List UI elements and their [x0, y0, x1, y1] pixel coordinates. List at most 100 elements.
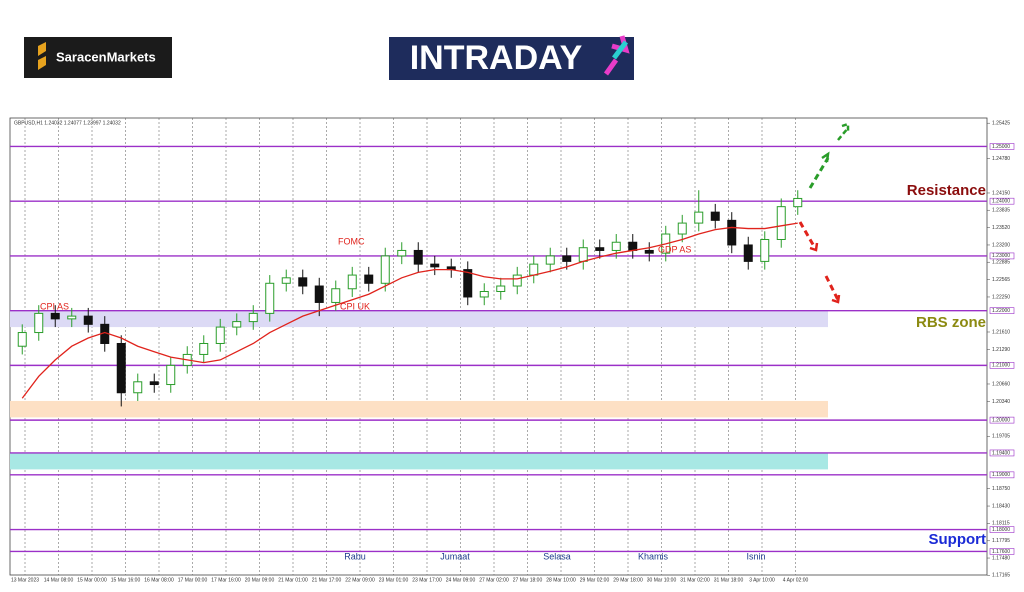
level-tag [989, 548, 1015, 555]
candle-body [116, 342, 126, 394]
candle-body [149, 381, 159, 386]
x-tick-label: 28 Mar 10:00 [546, 577, 576, 583]
candle-body [232, 321, 242, 328]
y-tick-label: 1.21290 [992, 347, 1010, 353]
banner-title: INTRADAY [410, 39, 583, 77]
day-label: Jumaat [440, 551, 470, 561]
banner-box [389, 37, 634, 80]
level-label: 1.23000 [992, 253, 1010, 259]
candle-body [83, 315, 93, 325]
plot-frame [9, 117, 988, 576]
x-tick-label: 27 Mar 18:00 [513, 577, 543, 583]
candle-body [545, 255, 555, 265]
up-arrow [837, 122, 850, 141]
level-label: 1.19400 [992, 450, 1010, 456]
x-tick-label: 21 Mar 01:00 [278, 577, 308, 583]
x-tick-label: 23 Mar 17:00 [412, 577, 442, 583]
candle-body [397, 249, 407, 257]
candle-body [314, 285, 324, 303]
level-label: 1.18000 [992, 527, 1010, 533]
up-arrow-head [821, 151, 830, 163]
candle-body [215, 326, 225, 344]
x-tick-label: 13 Mar 2023 [11, 577, 39, 583]
down-arrow [798, 221, 840, 301]
y-tick-label: 1.22250 [992, 294, 1010, 300]
candle-body [710, 211, 720, 221]
x-tick-label: 30 Mar 10:00 [647, 577, 677, 583]
y-tick-label: 1.17795 [992, 538, 1010, 544]
candle-body [67, 315, 77, 320]
day-label: Khamis [638, 551, 669, 561]
y-tick-label: 1.18430 [992, 503, 1010, 509]
y-tick-label: 1.23520 [992, 225, 1010, 231]
candle-body [578, 247, 588, 262]
level-label: 1.19000 [992, 472, 1010, 478]
y-tick-label: 1.17480 [992, 555, 1010, 561]
event-label: GDP AS [658, 244, 691, 254]
zone [10, 310, 828, 328]
candle-body [166, 364, 176, 386]
y-tick-label: 1.22565 [992, 277, 1010, 283]
candle-body [199, 342, 209, 355]
candle-body [562, 255, 572, 262]
up-arrow [808, 157, 830, 189]
x-tick-label: 15 Mar 16:00 [111, 577, 141, 583]
y-tick-label: 1.18750 [992, 486, 1010, 492]
x-tick-label: 27 Mar 02:00 [479, 577, 509, 583]
candle-body [17, 332, 27, 347]
y-tick-label: 1.20660 [992, 381, 1010, 387]
level-label: 1.22000 [992, 308, 1010, 314]
down-arrow-head [809, 242, 841, 304]
level-tag [989, 197, 1015, 205]
candle-body [380, 255, 390, 284]
brand-name: SaracenMarkets [56, 49, 156, 64]
level-tag [989, 362, 1015, 369]
event-label: CPI AS [40, 301, 69, 311]
level-tag [989, 143, 1015, 150]
zone [10, 400, 828, 418]
x-tick-label: 14 Mar 08:00 [44, 577, 74, 583]
candle-body [463, 269, 473, 298]
banner-icon [612, 40, 628, 60]
x-tick-label: 29 Mar 02:00 [580, 577, 610, 583]
candle-body [298, 277, 308, 287]
level-label: 1.20000 [992, 417, 1010, 423]
x-tick-label: 23 Mar 01:00 [379, 577, 409, 583]
candle-body [430, 263, 440, 268]
candle-body [743, 244, 753, 262]
candle-body [611, 241, 621, 251]
x-tick-label: 16 Mar 08:00 [144, 577, 174, 583]
candle-body [776, 206, 786, 241]
level-label: 1.24000 [992, 199, 1010, 205]
event-label: CPI UK [340, 301, 370, 311]
candle-body [281, 277, 291, 284]
candle-body [760, 239, 770, 262]
moving-average [21, 222, 798, 399]
candle-body [331, 288, 341, 303]
x-tick-label: 31 Mar 02:00 [680, 577, 710, 583]
x-tick-label: 24 Mar 09:00 [446, 577, 476, 583]
level-tag [989, 449, 1015, 457]
candle-body [529, 263, 539, 276]
x-tick-label: 15 Mar 00:00 [77, 577, 107, 583]
candle-body [364, 274, 374, 284]
level-tag [989, 307, 1015, 314]
x-tick-label: 31 Mar 18:00 [714, 577, 744, 583]
banner-icon [603, 35, 630, 76]
day-label: Selasa [543, 551, 571, 561]
y-tick-label: 1.24780 [992, 156, 1010, 162]
y-tick-label: 1.22885 [992, 260, 1010, 266]
y-tick-label: 1.19705 [992, 434, 1010, 440]
candle-body [512, 274, 522, 287]
candle-body [248, 312, 258, 323]
y-tick-label: 1.18115 [992, 521, 1010, 527]
x-tick-label: 21 Mar 17:00 [312, 577, 342, 583]
level-label: 1.25000 [992, 144, 1010, 150]
level-label: 1.17600 [992, 549, 1010, 555]
candle-body [347, 274, 357, 290]
zone [10, 452, 828, 470]
y-tick-label: 1.23200 [992, 242, 1010, 248]
y-tick-label: 1.21610 [992, 329, 1010, 335]
candle-body [727, 219, 737, 246]
